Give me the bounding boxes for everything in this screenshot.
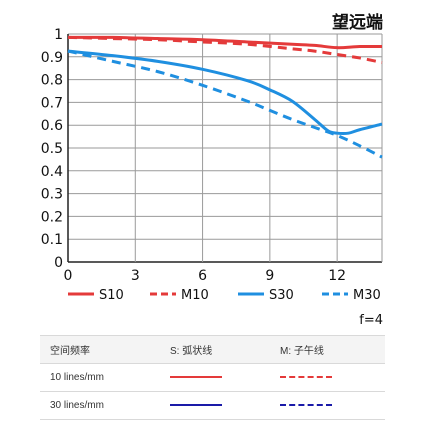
- legend-label-s30: S30: [269, 288, 294, 303]
- series-line-s30: [67, 49, 383, 136]
- legend-label-m10: M10: [181, 288, 209, 303]
- y-tick-label: 0.7: [41, 95, 63, 111]
- x-axis: 0 3 6 9 12: [64, 268, 347, 284]
- header-spatial-frequency: 空间频率: [40, 335, 160, 364]
- legend-label-m30: M30: [353, 288, 381, 303]
- legend-table: 空间频率 S: 弧状线 M: 子午线 10 lines/mm 30 lines/…: [40, 335, 385, 420]
- aperture-label: f=4: [359, 313, 383, 328]
- table-row: 30 lines/mm: [40, 391, 385, 420]
- x-tick-label: 0: [64, 268, 73, 284]
- swatch-30-meridional: [280, 404, 332, 407]
- row-label-10: 10 lines/mm: [40, 363, 160, 392]
- y-tick-label: 0.3: [41, 187, 63, 203]
- row-label-30: 30 lines/mm: [40, 391, 160, 420]
- series-line-m10: [67, 35, 383, 64]
- table-row: 10 lines/mm: [40, 363, 385, 392]
- y-tick-label: 0.4: [41, 164, 63, 180]
- x-tick-label: 6: [198, 268, 207, 284]
- header-meridional: M: 子午线: [270, 335, 385, 364]
- y-tick-label: 0.6: [41, 118, 63, 134]
- y-tick-label: 0.2: [41, 209, 63, 225]
- header-sagittal: S: 弧状线: [160, 335, 270, 364]
- y-tick-label: 1: [54, 27, 63, 43]
- series-line-m30: [67, 49, 383, 159]
- y-tick-label: 0.8: [41, 73, 63, 89]
- x-tick-label: 3: [131, 268, 140, 284]
- x-tick-label: 9: [265, 268, 274, 284]
- swatch-30-sagittal: [170, 404, 222, 407]
- series-lines: [67, 35, 383, 159]
- y-tick-label: 0.1: [41, 232, 63, 248]
- grid: [67, 33, 383, 263]
- chart-title: 望远端: [332, 12, 383, 33]
- legend-label-s10: S10: [99, 288, 124, 303]
- legend: S10 M10 S30 M30: [68, 288, 381, 303]
- y-tick-label: 0: [54, 255, 63, 271]
- table-header-row: 空间频率 S: 弧状线 M: 子午线: [40, 335, 385, 364]
- y-axis: 0 0.1 0.2 0.3 0.4 0.5 0.6 0.7 0.8 0.9 1: [41, 27, 63, 271]
- swatch-10-sagittal: [170, 376, 222, 379]
- mtf-chart: 望远端 0 0.1 0.2 0.3 0.4 0.5 0.6 0.7 0.8 0.9 1 0 3 6 9 12…: [41, 12, 383, 328]
- x-tick-label: 12: [328, 268, 346, 284]
- y-tick-label: 0.5: [41, 141, 63, 157]
- y-tick-label: 0.9: [41, 50, 63, 66]
- swatch-10-meridional: [280, 376, 332, 379]
